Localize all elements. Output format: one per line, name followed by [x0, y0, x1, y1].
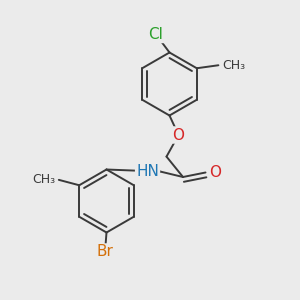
Text: Br: Br — [97, 244, 113, 260]
Text: Cl: Cl — [148, 27, 164, 42]
Text: CH₃: CH₃ — [222, 59, 245, 72]
Text: O: O — [209, 165, 221, 180]
Text: O: O — [172, 128, 184, 142]
Text: CH₃: CH₃ — [32, 173, 55, 186]
Text: HN: HN — [136, 164, 159, 179]
